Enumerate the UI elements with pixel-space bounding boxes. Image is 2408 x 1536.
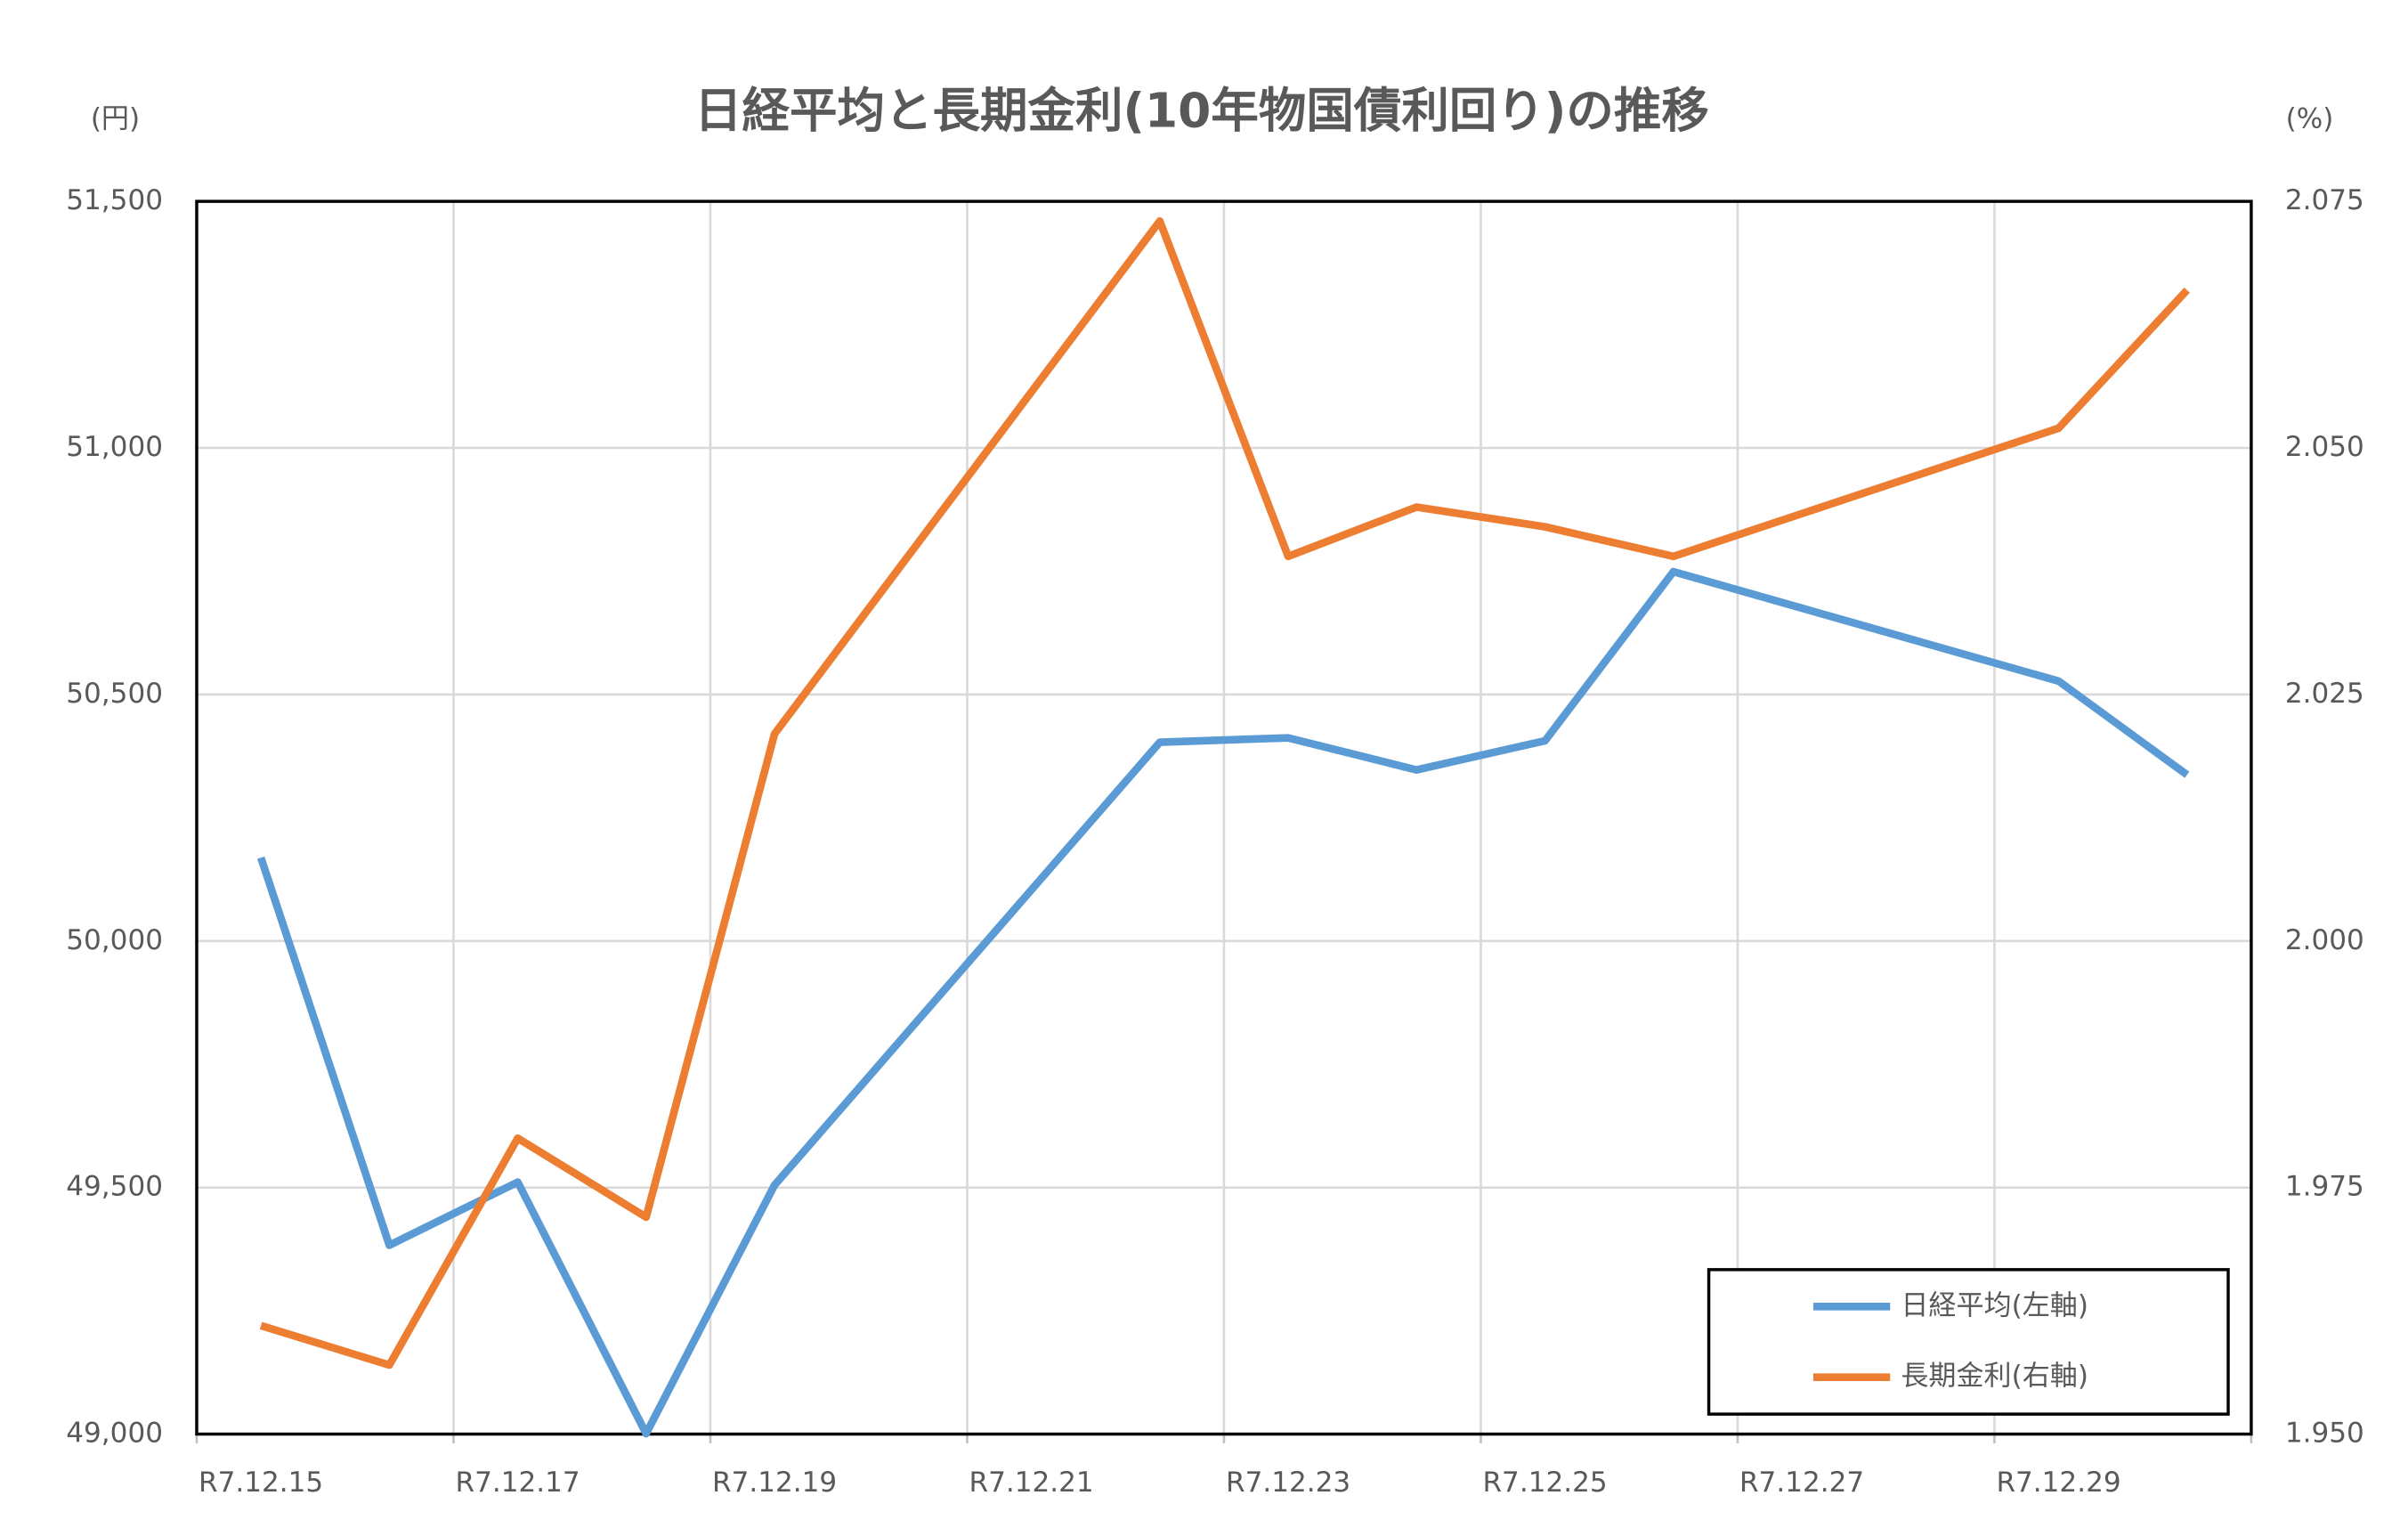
legend-label: 長期金利(右軸)	[1901, 1361, 2088, 1393]
x-tick-label: R7.12.19	[712, 1467, 837, 1499]
y-tick-label: 50,500	[66, 678, 163, 710]
x-tick-label: R7.12.17	[456, 1467, 580, 1499]
x-tick-label: R7.12.29	[1996, 1467, 2120, 1499]
y-tick-label: 49,000	[66, 1418, 163, 1450]
y2-tick-label: 2.050	[2285, 431, 2364, 463]
y2-tick-label: 2.025	[2285, 678, 2364, 710]
chart-title: 日経平均と長期金利(10年物国債利回り)の推移	[694, 82, 1709, 138]
legend-box	[1707, 1268, 2230, 1416]
series-line	[259, 216, 2190, 1369]
x-tick-label: R7.12.25	[1482, 1467, 1607, 1499]
y2-unit: (%)	[2286, 103, 2334, 135]
y-tick-label: 51,000	[66, 431, 163, 463]
y2-tick-label: 1.950	[2285, 1418, 2364, 1450]
x-tick-label: R7.12.23	[1226, 1467, 1350, 1499]
x-tick-label: R7.12.27	[1739, 1467, 1864, 1499]
y2-tick-label: 2.075	[2285, 184, 2364, 216]
x-tick-label: R7.12.15	[199, 1467, 323, 1499]
legend-label: 日経平均(左軸)	[1901, 1289, 2088, 1321]
series-line	[256, 567, 2190, 1438]
y2-tick-label: 1.975	[2285, 1171, 2364, 1203]
y-tick-label: 49,500	[66, 1171, 163, 1203]
y2-tick-label: 2.000	[2285, 924, 2364, 956]
y-tick-label: 51,500	[66, 184, 163, 216]
plot-frame	[195, 199, 2253, 1436]
x-tick-label: R7.12.21	[969, 1467, 1093, 1499]
y-unit: (円)	[91, 103, 140, 135]
y-tick-label: 50,000	[66, 924, 163, 956]
